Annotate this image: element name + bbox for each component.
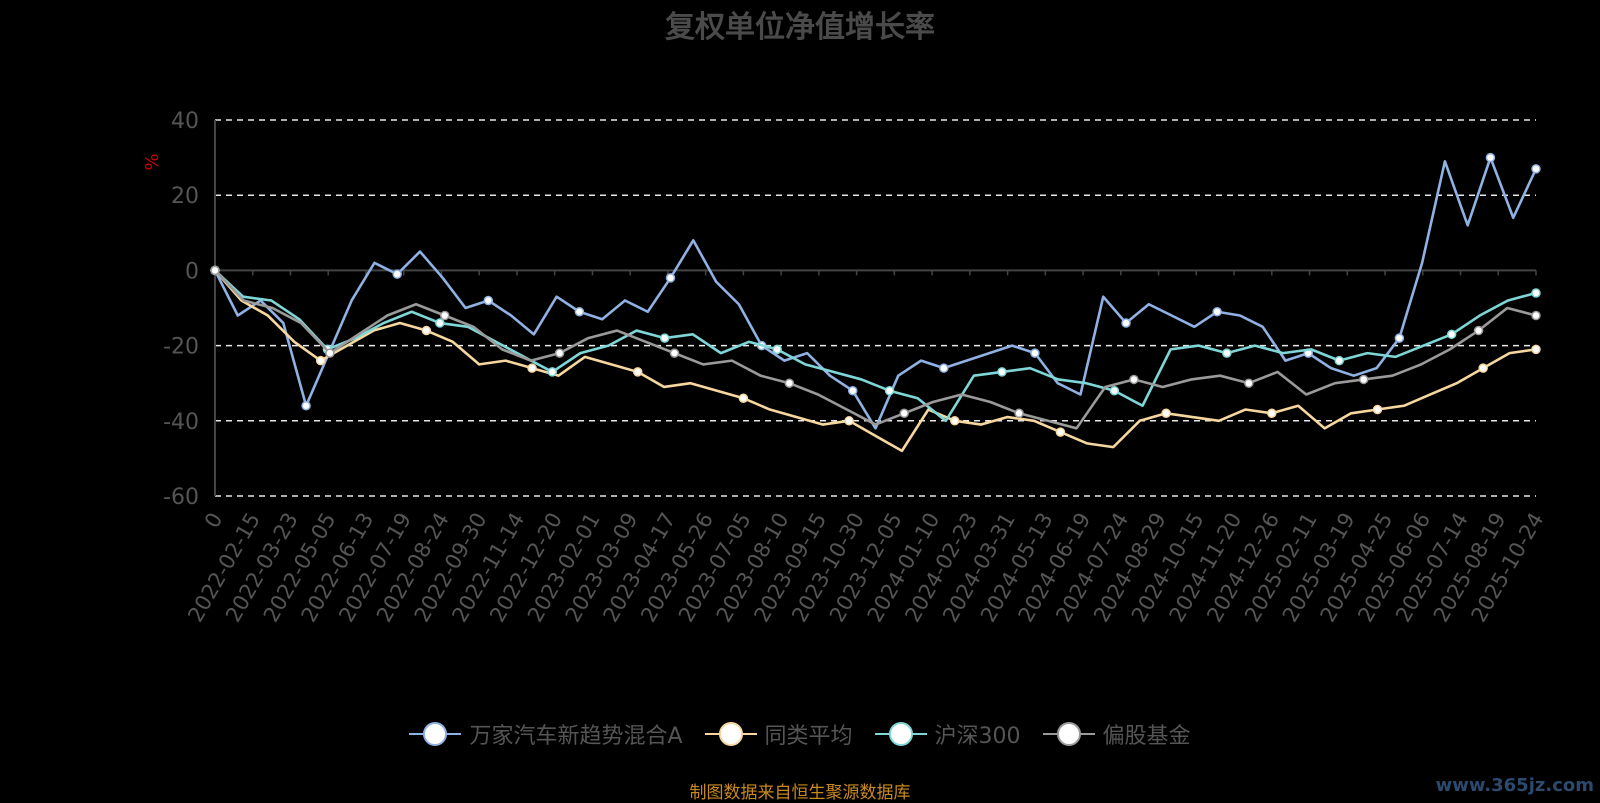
data-source-note: 制图数据来自恒生聚源数据库 [689,783,911,803]
y-tick-label: -60 [163,485,199,510]
legend-marker-icon [874,722,927,746]
data-point [1358,374,1369,385]
legend-item-series-4[interactable]: 偏股基金 [1042,718,1191,750]
legend-label: 沪深300 [934,724,1021,749]
series-line-3 [214,269,1537,423]
data-point [325,348,335,358]
data-point [1372,404,1383,415]
data-point [439,310,450,321]
y-tick-label: 0 [185,259,199,284]
data-point [847,385,858,396]
series-line-4 [214,269,1537,430]
data-point [1129,374,1139,385]
data-point [738,393,749,403]
data-point [574,307,585,317]
y-tick-label: 20 [171,184,199,209]
data-point [1267,408,1277,419]
data-point [784,378,795,388]
y-axis-label: % [142,153,163,170]
data-point [392,269,402,279]
legend-marker-icon [704,722,757,746]
data-point [421,325,432,336]
data-point [1161,408,1171,419]
data-point [1014,408,1024,419]
y-tick-label: 40 [171,109,199,134]
data-point [632,367,643,377]
data-point [997,367,1007,377]
chart-title: 复权单位净值增长率 [665,10,935,45]
legend-label: 偏股基金 [1102,724,1191,749]
data-point [1473,325,1484,336]
y-tick-label: -20 [163,335,199,360]
series-line-1 [213,156,1538,430]
legend-item-series-3[interactable]: 沪深300 [874,718,1021,750]
data-point [659,333,670,343]
data-point [301,401,311,411]
series-line-2 [214,269,1537,453]
data-point [1478,363,1488,373]
data-point [1394,333,1405,343]
data-point [665,273,676,283]
legend-item-series-1[interactable]: 万家汽车新趋势混合A [409,718,683,750]
data-point [1485,152,1496,163]
data-point [899,408,909,419]
data-point [844,416,854,426]
x-tick-label: 0 [200,509,227,533]
legend-label: 同类平均 [764,724,853,749]
legend-label: 万家汽车新趋势混合A [469,724,683,749]
data-point [939,363,949,373]
data-point [527,363,537,373]
data-point [554,348,565,358]
data-point [1531,164,1541,174]
data-point [1030,348,1040,358]
y-tick-label: -40 [163,410,199,435]
data-point [1222,348,1232,358]
data-point [1531,288,1541,298]
data-point [1334,355,1345,366]
legend-marker-icon [409,722,462,746]
data-point [547,367,558,377]
data-point [772,344,782,355]
data-point [1244,378,1254,388]
legend-marker-icon [1042,722,1095,746]
chart-legend: 万家汽车新趋势混合A 同类平均 沪深300 偏股基金 [0,718,1600,750]
data-point [1446,329,1457,340]
data-point [1212,307,1222,317]
data-point [210,265,220,276]
data-point [1531,310,1541,321]
data-point [315,355,326,366]
data-point [1531,344,1541,355]
data-point [1109,385,1120,396]
data-point [435,318,445,328]
watermark: www.365jz.com [1435,775,1594,796]
data-point [884,385,895,396]
data-point [1121,318,1131,328]
data-point [1055,427,1066,437]
data-point [950,416,960,426]
data-point [483,295,494,306]
legend-item-series-2[interactable]: 同类平均 [704,718,853,750]
data-point [669,348,680,358]
